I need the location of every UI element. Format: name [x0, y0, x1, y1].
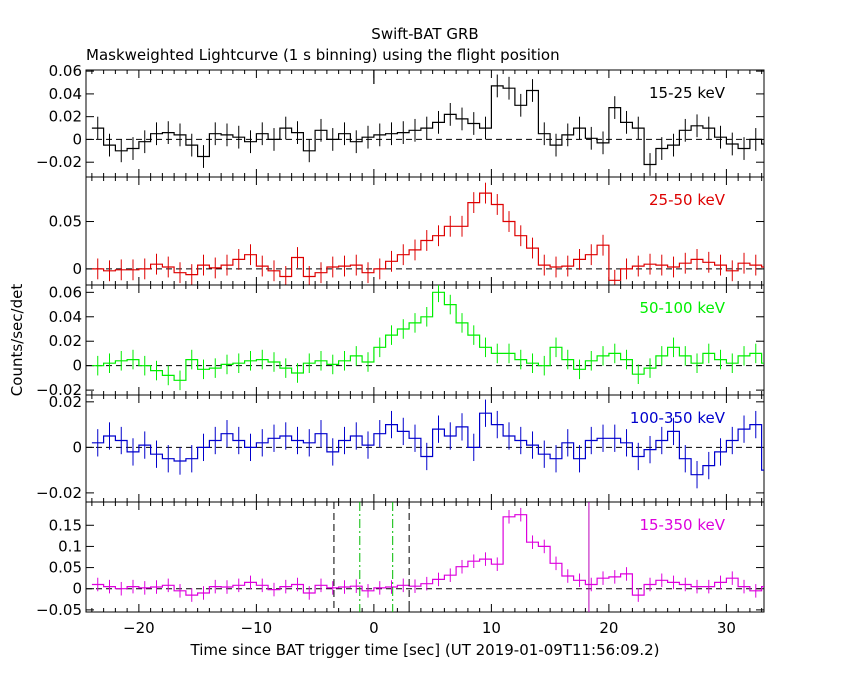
y-tick-label: −0.02	[36, 381, 82, 399]
panel-2: 0 0.05 25-50 keV	[49, 176, 765, 286]
y-tick-label: 0.06	[49, 62, 82, 80]
y-tick-label: 0.05	[49, 213, 82, 231]
series-line	[91, 514, 764, 596]
panels-group: −0.02 0 0.02 0.04 0.06 15-25 keV 0 0.05 25-50 ke…	[36, 62, 765, 637]
chart-title: Swift-BAT GRB	[371, 25, 478, 43]
band-label: 100-350 keV	[630, 409, 726, 427]
panel-frame	[85, 501, 765, 613]
y-tick-label: −0.05	[36, 601, 82, 619]
band-label: 15-25 keV	[649, 84, 726, 102]
y-tick-label: 0	[72, 260, 82, 278]
band-label: 50-100 keV	[639, 299, 725, 317]
y-tick-label: 0.05	[49, 559, 82, 577]
x-tick-label: 20	[599, 619, 618, 637]
y-tick-label: 0	[72, 357, 82, 375]
x-tick-label: 0	[369, 619, 379, 637]
y-tick-label: 0.02	[49, 332, 82, 350]
x-tick-label: 10	[482, 619, 501, 637]
y-axis-label: Counts/sec/det	[8, 284, 26, 397]
x-axis-label: Time since BAT trigger time [sec] (UT 20…	[190, 641, 660, 659]
x-tick-label: 30	[717, 619, 736, 637]
band-label: 15-350 keV	[639, 516, 725, 534]
series-line	[91, 291, 764, 381]
x-tick-label: −10	[241, 619, 273, 637]
y-tick-label: 0	[72, 580, 82, 598]
panel-3: −0.02 0 0.02 0.04 0.06 50-100 keV	[36, 283, 765, 399]
y-tick-label: 0.02	[49, 393, 82, 411]
panel-1: −0.02 0 0.02 0.04 0.06 15-25 keV	[36, 62, 765, 178]
y-tick-label: 0.04	[49, 85, 82, 103]
y-tick-label: 0.15	[49, 516, 82, 534]
chart-subtitle: Maskweighted Lightcurve (1 s binning) us…	[86, 46, 560, 64]
band-label: 25-50 keV	[649, 191, 726, 209]
y-tick-label: −0.02	[36, 484, 82, 502]
y-tick-label: 0.06	[49, 283, 82, 301]
y-tick-label: 0	[72, 438, 82, 456]
y-tick-label: 0	[72, 130, 82, 148]
series-line	[91, 192, 764, 281]
series-line	[91, 412, 764, 476]
series-line	[91, 85, 764, 166]
panel-5: −0.05 0 0.05 0.1 0.15 15-350 keV	[36, 501, 765, 619]
y-tick-label: 0.1	[58, 537, 82, 555]
panel-4: −0.02 0 0.02 100-350 keV	[36, 393, 765, 503]
y-tick-label: 0.04	[49, 308, 82, 326]
y-tick-label: 0.02	[49, 108, 82, 126]
x-tick-label: −20	[123, 619, 155, 637]
y-tick-label: −0.02	[36, 153, 82, 171]
